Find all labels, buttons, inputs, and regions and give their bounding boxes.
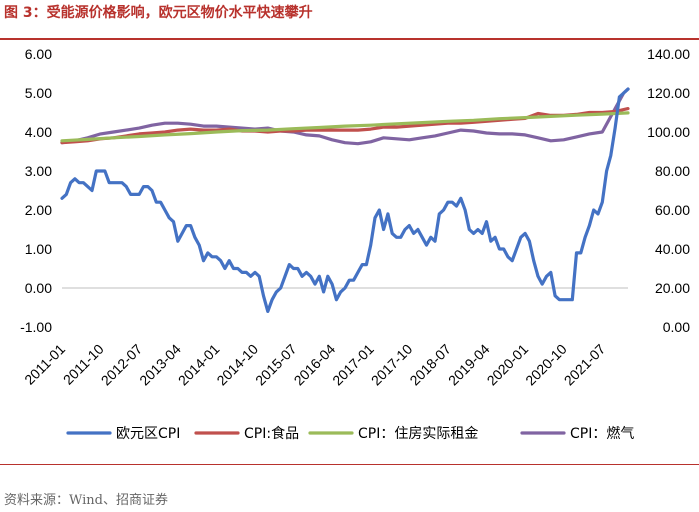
y-left-tick-label: 1.00 bbox=[25, 241, 52, 257]
x-tick-label: 2011-01 bbox=[21, 341, 68, 388]
x-tick-label: 2012-07 bbox=[98, 341, 146, 389]
series-line-0 bbox=[60, 87, 630, 313]
legend-label-1: CPI:食品 bbox=[244, 425, 299, 442]
chart-title: 图 3：受能源价格影响，欧元区物价水平快速攀升 bbox=[4, 5, 313, 21]
y-right-tick-label: 100.00 bbox=[647, 124, 690, 140]
legend: 欧元区CPI CPI:食品 CPI：住房实际租金 CPI：燃气 bbox=[66, 425, 634, 442]
y-left-tick-label: 3.00 bbox=[25, 163, 52, 179]
x-tick-label: 2014-01 bbox=[175, 341, 223, 389]
y-left-tick-label: 5.00 bbox=[25, 85, 52, 101]
plot-area bbox=[60, 87, 630, 313]
x-tick-label: 2021-07 bbox=[561, 341, 609, 389]
chart-axes: -1.00 0.00 1.00 2.00 3.00 4.00 5.00 6.00 0.00 20.… bbox=[20, 46, 690, 388]
y-left-tick-label: 0.00 bbox=[25, 280, 52, 296]
y-right-tick-label: 140.00 bbox=[647, 46, 690, 62]
source-note: 资料来源：Wind、招商证券 bbox=[4, 493, 168, 508]
y-left-tick-label: 2.00 bbox=[25, 202, 52, 218]
y-right-tick-label: 120.00 bbox=[647, 85, 690, 101]
y-right-tick-label: 20.00 bbox=[655, 280, 690, 296]
series-line-1 bbox=[60, 107, 630, 145]
legend-label-3: CPI：燃气 bbox=[570, 425, 634, 442]
y-left-tick-label: -1.00 bbox=[20, 319, 52, 335]
x-tick-label: 2015-07 bbox=[252, 341, 300, 389]
x-tick-label: 2016-04 bbox=[291, 341, 339, 389]
x-tick-label: 2017-10 bbox=[368, 341, 416, 389]
footer-divider bbox=[0, 464, 699, 465]
legend-label-0: 欧元区CPI bbox=[116, 426, 180, 442]
legend-label-2: CPI：住房实际租金 bbox=[358, 426, 478, 442]
x-tick-label: 2020-01 bbox=[484, 341, 532, 389]
header-divider bbox=[0, 38, 699, 40]
x-tick-label: 2013-04 bbox=[136, 341, 184, 389]
y-left-tick-label: 6.00 bbox=[25, 46, 52, 62]
series-line-2 bbox=[60, 111, 630, 143]
y-right-tick-label: 80.00 bbox=[655, 163, 690, 179]
y-right-tick-label: 0.00 bbox=[663, 319, 690, 335]
x-tick-label: 2014-10 bbox=[213, 341, 261, 389]
y-right-tick-label: 40.00 bbox=[655, 241, 690, 257]
line-chart: -1.00 0.00 1.00 2.00 3.00 4.00 5.00 6.00 0.00 20.… bbox=[20, 46, 690, 442]
x-tick-label: 2018-07 bbox=[406, 341, 454, 389]
y-right-tick-label: 60.00 bbox=[655, 202, 690, 218]
x-tick-label: 2019-04 bbox=[445, 341, 493, 389]
x-tick-label: 2017-01 bbox=[329, 341, 377, 389]
y-left-tick-label: 4.00 bbox=[25, 124, 52, 140]
series-line-3 bbox=[60, 87, 630, 146]
x-tick-label: 2020-10 bbox=[522, 341, 570, 389]
